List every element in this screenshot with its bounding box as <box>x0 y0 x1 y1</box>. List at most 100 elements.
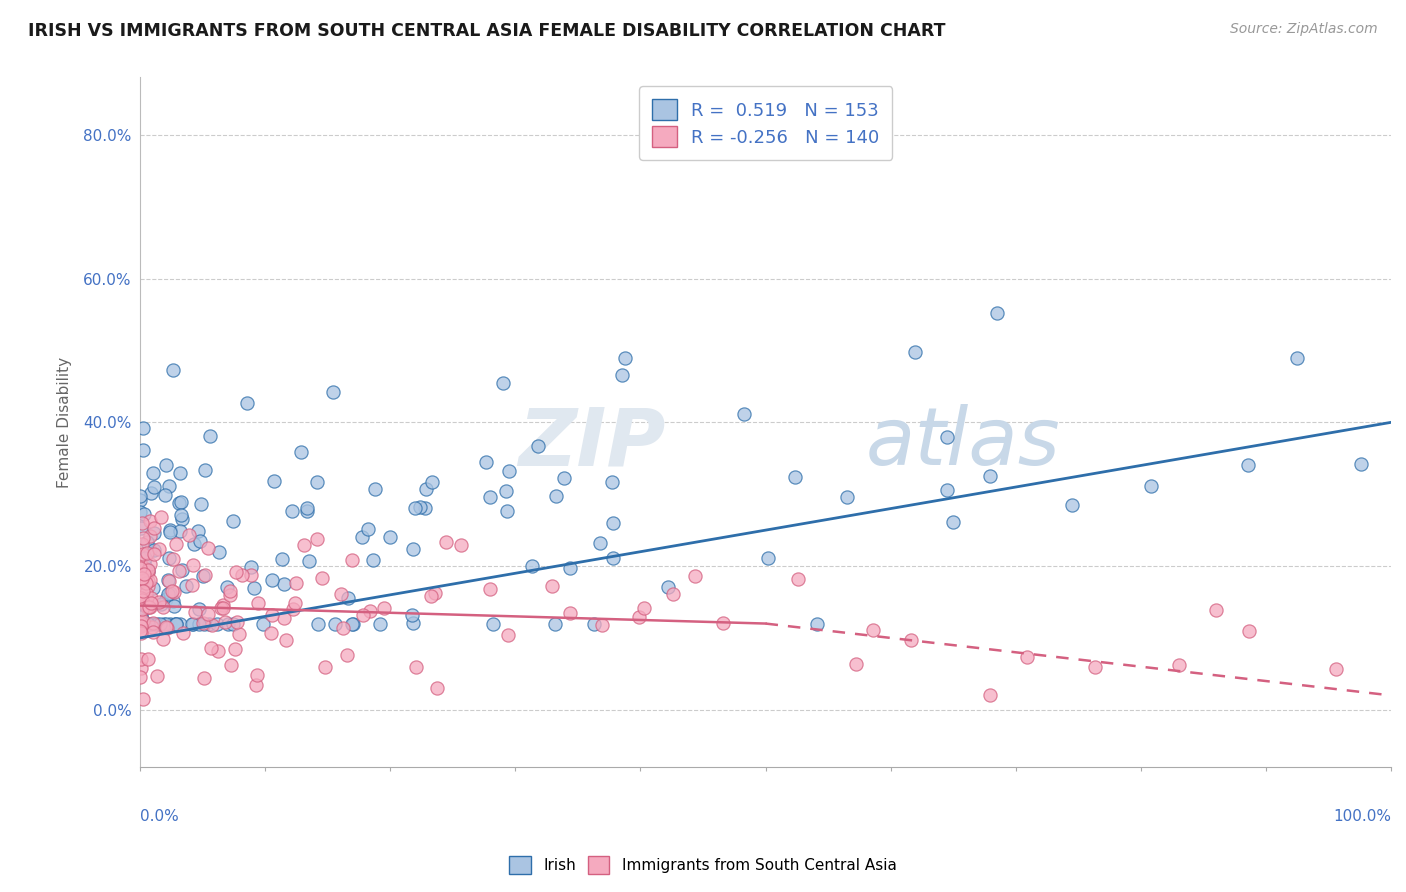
Point <box>420 475 443 489</box>
Point <box>159 523 181 537</box>
Point <box>141 486 163 500</box>
Point <box>131 619 153 633</box>
Point <box>142 466 165 480</box>
Point <box>614 351 637 366</box>
Point <box>136 546 159 560</box>
Point <box>733 407 755 421</box>
Point <box>153 488 176 502</box>
Point <box>1168 658 1191 673</box>
Point <box>129 489 152 503</box>
Point <box>434 535 457 549</box>
Point <box>425 586 447 600</box>
Point <box>148 595 170 609</box>
Point <box>1140 478 1163 492</box>
Point <box>201 618 224 632</box>
Point <box>136 599 159 614</box>
Point <box>936 483 959 497</box>
Point <box>276 633 298 648</box>
Point <box>139 542 162 557</box>
Point <box>138 514 160 528</box>
Point <box>1205 603 1227 617</box>
Point <box>136 599 159 614</box>
Point <box>544 489 567 503</box>
Point <box>378 530 401 544</box>
Point <box>415 482 437 496</box>
Point <box>297 504 319 518</box>
Point <box>163 599 186 614</box>
Point <box>169 616 191 631</box>
Point <box>135 566 157 580</box>
Point <box>139 557 162 571</box>
Point <box>337 591 360 606</box>
Point <box>136 535 159 549</box>
Point <box>177 527 200 541</box>
Point <box>357 522 380 536</box>
Point <box>478 491 501 505</box>
Point <box>142 616 165 631</box>
Point <box>1062 498 1084 512</box>
Point <box>131 571 153 585</box>
Point <box>522 559 544 574</box>
Point <box>172 626 194 640</box>
Point <box>941 515 963 529</box>
Point <box>138 652 160 666</box>
Point <box>297 500 319 515</box>
Point <box>136 565 159 579</box>
Point <box>420 589 443 603</box>
Point <box>157 573 180 587</box>
Text: 0.0%: 0.0% <box>141 809 179 823</box>
Point <box>184 605 207 619</box>
Point <box>1350 458 1372 472</box>
Point <box>361 553 384 567</box>
Point <box>591 617 613 632</box>
Point <box>159 525 181 540</box>
Text: Source: ZipAtlas.com: Source: ZipAtlas.com <box>1230 22 1378 37</box>
Point <box>496 504 519 518</box>
Point <box>298 554 321 568</box>
Point <box>558 606 581 620</box>
Point <box>134 591 156 606</box>
Point <box>589 535 612 549</box>
Point <box>132 692 155 706</box>
Point <box>219 584 242 599</box>
Point <box>143 542 166 557</box>
Point <box>482 616 505 631</box>
Point <box>159 586 181 600</box>
Point <box>155 591 177 606</box>
Point <box>165 616 187 631</box>
Text: IRISH VS IMMIGRANTS FROM SOUTH CENTRAL ASIA FEMALE DISABILITY CORRELATION CHART: IRISH VS IMMIGRANTS FROM SOUTH CENTRAL A… <box>28 22 946 40</box>
Point <box>281 504 304 518</box>
Point <box>239 568 262 582</box>
Point <box>129 625 152 640</box>
Point <box>176 578 198 592</box>
Point <box>157 574 180 588</box>
Point <box>600 475 623 489</box>
Point <box>143 547 166 561</box>
Point <box>188 616 211 631</box>
Point <box>197 607 219 621</box>
Point <box>129 615 152 629</box>
Legend: Irish, Immigrants from South Central Asia: Irish, Immigrants from South Central Asi… <box>503 850 903 880</box>
Point <box>904 345 927 359</box>
Point <box>602 551 624 566</box>
Point <box>131 582 153 596</box>
Point <box>157 550 180 565</box>
Point <box>131 536 153 550</box>
Point <box>131 590 153 604</box>
Point <box>401 608 423 623</box>
Point <box>633 601 655 615</box>
Point <box>495 483 517 498</box>
Legend: R =  0.519   N = 153, R = -0.256   N = 140: R = 0.519 N = 153, R = -0.256 N = 140 <box>638 87 893 160</box>
Point <box>245 678 267 692</box>
Point <box>1324 662 1347 676</box>
Point <box>155 620 177 634</box>
Point <box>143 521 166 535</box>
Point <box>402 542 425 557</box>
Point <box>332 621 354 635</box>
Point <box>162 363 184 377</box>
Point <box>162 594 184 608</box>
Point <box>129 521 152 535</box>
Point <box>188 533 211 548</box>
Point <box>426 681 449 695</box>
Point <box>135 576 157 591</box>
